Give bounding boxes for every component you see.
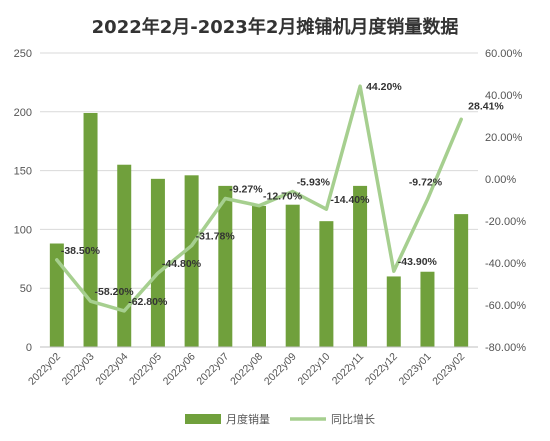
line-data-label: 44.20% — [366, 81, 402, 93]
bar — [319, 221, 334, 347]
line-data-label: -44.80% — [162, 258, 202, 270]
right-tick-label: 40.00% — [485, 90, 523, 102]
bar — [454, 214, 469, 347]
line-data-label: -9.27% — [229, 183, 263, 195]
bar — [117, 164, 132, 347]
line-series — [55, 84, 463, 313]
bar — [386, 276, 401, 347]
right-tick-label: -80.00% — [485, 342, 526, 354]
bar — [83, 112, 98, 347]
line-data-label: -38.50% — [61, 245, 101, 257]
right-tick-label: -40.00% — [485, 258, 526, 270]
x-tick-label: 2022y03 — [60, 351, 97, 388]
bar — [420, 271, 435, 347]
bar — [252, 205, 266, 347]
left-tick-label: 150 — [14, 166, 32, 178]
line-data-label: -5.93% — [297, 176, 331, 188]
right-tick-label: 0.00% — [485, 174, 516, 186]
left-axis: 0 50 100 150 200 250 — [14, 48, 32, 354]
x-tick-label: 2022y02 — [26, 351, 63, 388]
line-data-label: -31.78% — [196, 231, 236, 243]
bar — [285, 204, 300, 347]
legend: 月度销量 同比增长 — [185, 412, 375, 426]
bar — [218, 185, 233, 347]
line-data-label: -12.70% — [263, 191, 303, 203]
right-tick-label: -60.00% — [485, 300, 526, 312]
x-tick-label: 2022y04 — [93, 351, 130, 388]
line-data-label: -14.40% — [330, 194, 370, 206]
growth-line — [55, 84, 463, 313]
left-tick-label: 100 — [14, 224, 32, 236]
x-tick-label: 2022y07 — [194, 351, 231, 388]
legend-label-line: 同比增长 — [331, 412, 375, 426]
x-tick-label: 2022y05 — [127, 351, 164, 388]
x-tick-label: 2023y02 — [430, 351, 467, 388]
left-tick-label: 0 — [26, 342, 32, 354]
right-axis: -80.00% -60.00% -40.00% -20.00% 0.00% 20.00% 4… — [485, 48, 526, 354]
left-tick-label: 250 — [14, 48, 32, 60]
line-data-label: -43.90% — [398, 256, 438, 268]
left-tick-label: 50 — [20, 283, 32, 295]
x-tick-label: 2023y01 — [397, 351, 434, 388]
bar — [150, 178, 165, 347]
right-tick-label: -20.00% — [485, 216, 526, 228]
legend-swatch-bar — [185, 414, 221, 424]
x-axis: 2022y022022y032022y042022y052022y062022y… — [26, 346, 478, 388]
x-tick-label: 2022y10 — [296, 351, 333, 388]
line-data-label: -9.72% — [409, 176, 443, 188]
bar — [49, 243, 64, 347]
x-tick-label: 2022y12 — [363, 351, 400, 388]
legend-label-bar: 月度销量 — [226, 412, 270, 426]
data-labels: -38.50% -58.20%-62.80% -44.80% -31.78% -9.27… — [61, 81, 505, 308]
line-data-label: -62.80% — [128, 296, 168, 308]
bar — [184, 175, 199, 347]
x-tick-label: 2022y11 — [330, 351, 367, 388]
line-data-label: 28.41% — [468, 100, 504, 112]
left-tick-label: 200 — [14, 107, 32, 119]
line-data-label: -58.20% — [95, 286, 135, 298]
right-tick-label: 20.00% — [485, 132, 523, 144]
x-tick-label: 2022y06 — [161, 351, 198, 388]
chart-title: 2022年2月-2023年2月摊铺机月度销量数据 — [92, 16, 459, 38]
x-tick-label: 2022y08 — [228, 351, 265, 388]
x-tick-label: 2022y09 — [262, 351, 299, 388]
right-tick-label: 60.00% — [485, 48, 523, 60]
bar-series — [49, 112, 469, 347]
bar — [353, 185, 368, 347]
